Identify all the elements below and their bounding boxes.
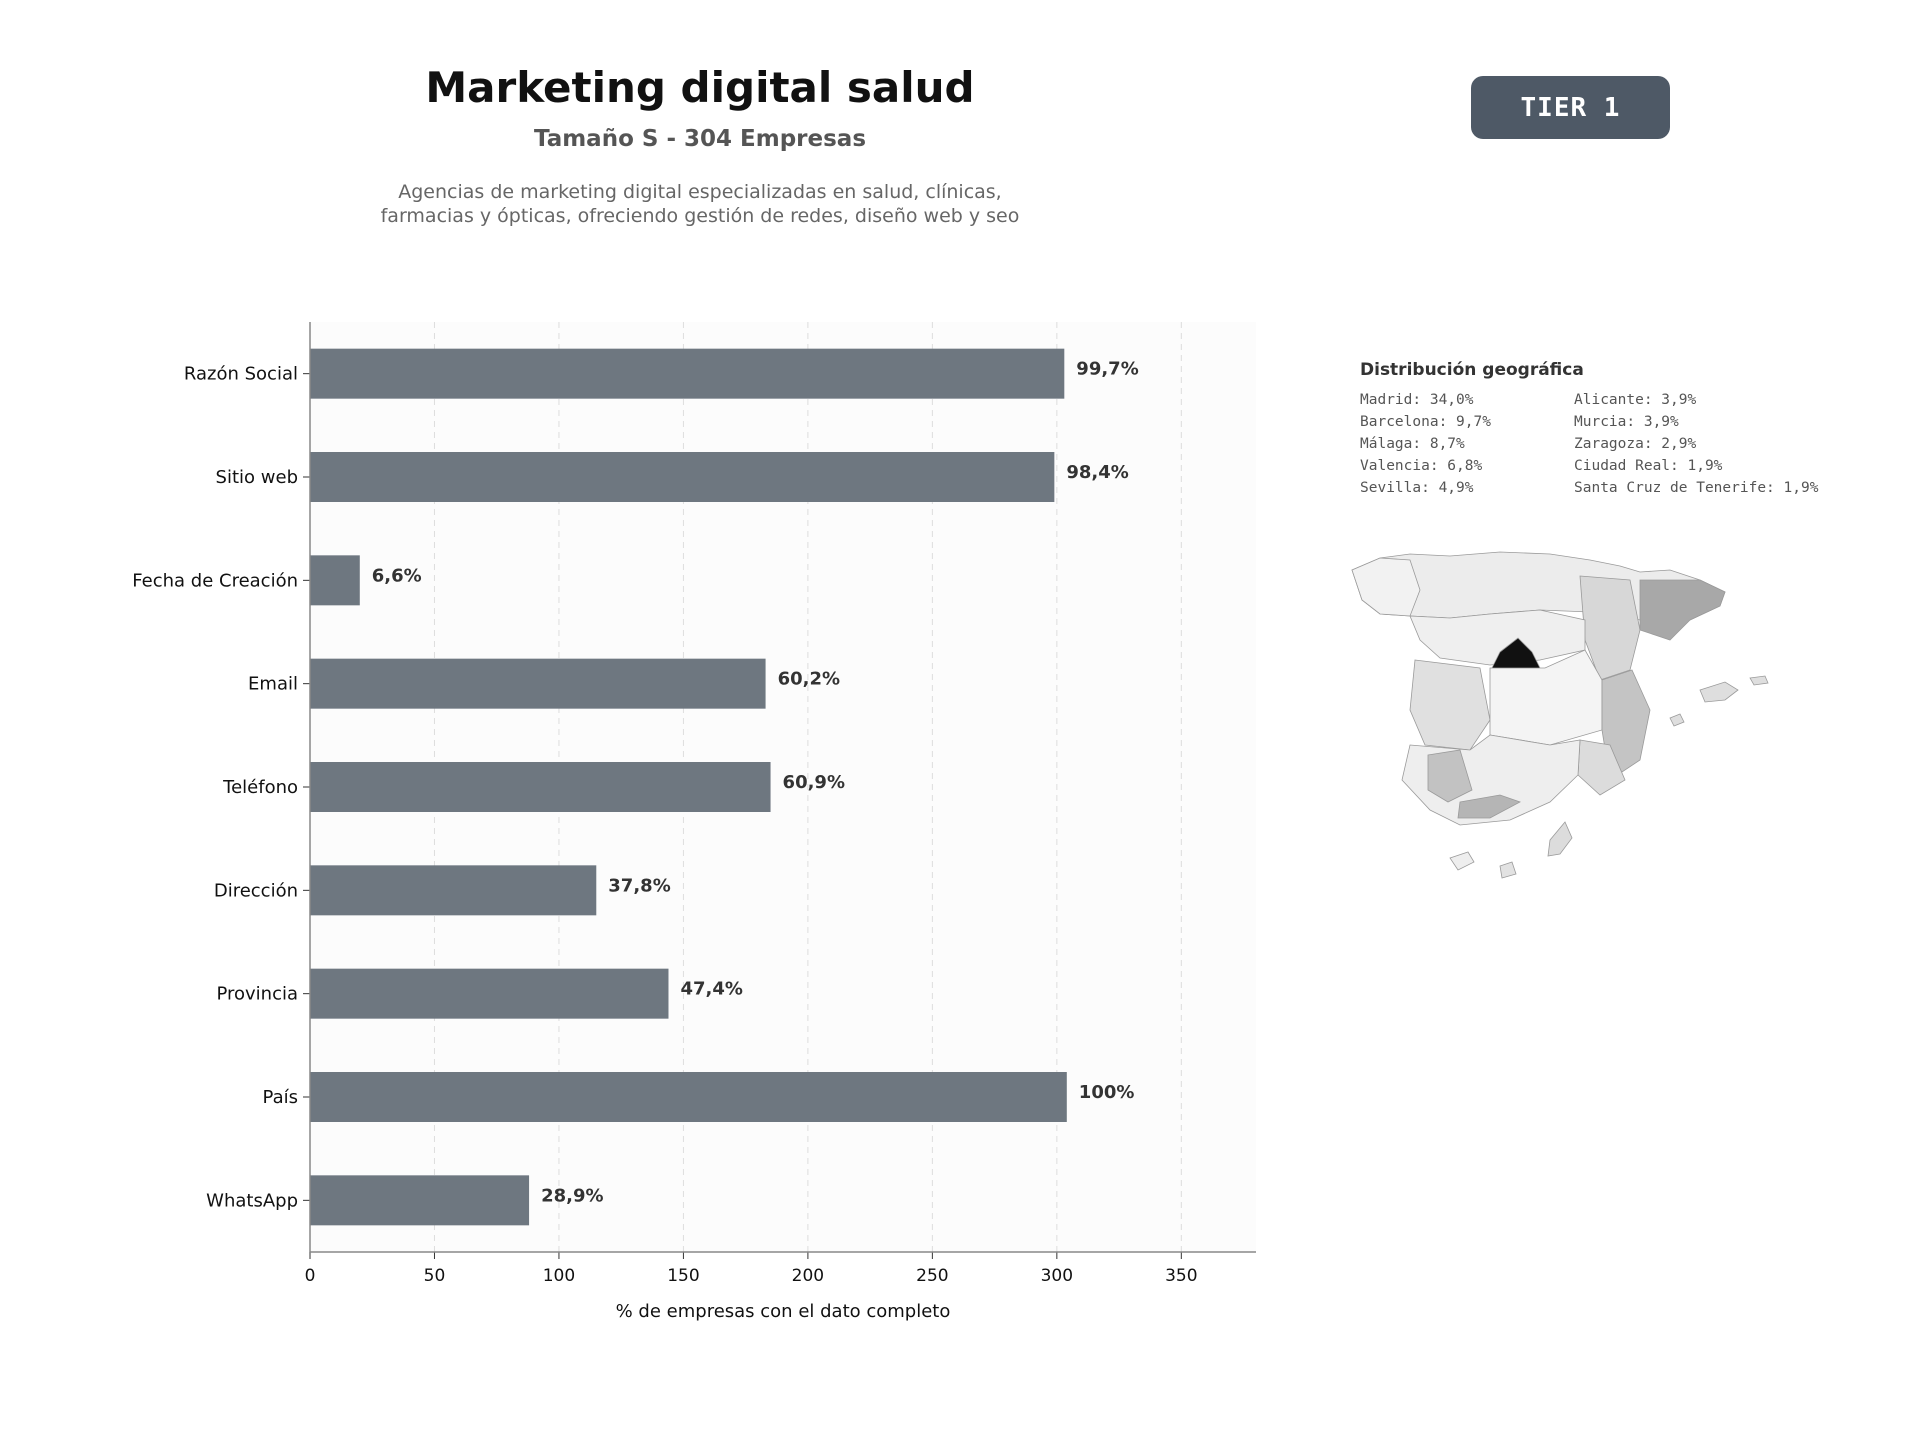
value-label: 47,4% <box>680 979 742 1000</box>
x-tick-label: 0 <box>305 1266 316 1286</box>
value-label: 60,9% <box>783 772 845 793</box>
category-label: Fecha de Creación <box>132 570 298 591</box>
bar <box>310 968 669 1019</box>
geo-item: Ciudad Real: 1,9% <box>1574 458 1723 474</box>
map-region-baleares <box>1699 681 1739 703</box>
map-region-canarias-east <box>1547 821 1573 857</box>
spain-map <box>1351 551 1769 879</box>
bar <box>310 555 360 606</box>
geo-item: Zaragoza: 2,9% <box>1574 436 1697 452</box>
map-region-ibiza <box>1669 713 1685 727</box>
x-tick-label: 350 <box>1165 1266 1197 1286</box>
category-label: Provincia <box>216 984 298 1005</box>
bar <box>310 762 771 812</box>
x-tick-label: 250 <box>916 1266 948 1286</box>
value-label: 6,6% <box>372 565 422 586</box>
category-label: Sitio web <box>216 467 298 488</box>
map-region-sevilla <box>1427 749 1473 803</box>
geo-title: Distribución geográfica <box>1360 360 1584 380</box>
bar <box>310 658 766 709</box>
map-region-valencia <box>1601 669 1651 781</box>
x-tick-label: 100 <box>543 1266 575 1286</box>
page-subtitle: Tamaño S - 304 Empresas <box>533 126 867 152</box>
category-label: Dirección <box>214 880 298 901</box>
geo-item: Valencia: 6,8% <box>1360 458 1483 474</box>
page-description: Agencias de marketing digital especializ… <box>380 181 1020 227</box>
category-label: Razón Social <box>184 364 298 385</box>
map-region-canarias-west <box>1449 851 1475 871</box>
category-label: País <box>263 1087 298 1108</box>
geo-list: Madrid: 34,0% Alicante: 3,9% Barcelona: … <box>1360 392 1900 496</box>
geo-item: Alicante: 3,9% <box>1574 392 1697 408</box>
bar <box>310 1072 1067 1122</box>
x-axis-title: % de empresas con el dato completo <box>616 1301 951 1322</box>
x-tick-label: 50 <box>424 1266 446 1286</box>
value-label: 99,7% <box>1076 359 1138 380</box>
bar <box>310 1175 530 1226</box>
geo-item: Santa Cruz de Tenerife: 1,9% <box>1574 480 1819 496</box>
geo-distribution: Distribución geográfica Madrid: 34,0% Al… <box>1360 360 1900 496</box>
map-region-menorca <box>1749 675 1769 686</box>
value-label: 28,9% <box>541 1185 603 1206</box>
geo-item: Sevilla: 4,9% <box>1360 480 1474 496</box>
geo-item: Barcelona: 9,7% <box>1360 414 1491 430</box>
value-label: 60,2% <box>778 669 840 690</box>
x-tick-label: 300 <box>1041 1266 1073 1286</box>
x-tick-label: 150 <box>667 1266 699 1286</box>
bar <box>310 865 597 916</box>
page-title: Marketing digital salud <box>425 63 975 112</box>
bar <box>310 452 1055 502</box>
value-label: 100% <box>1079 1082 1135 1103</box>
geo-item: Málaga: 8,7% <box>1360 436 1465 452</box>
bar <box>310 348 1065 399</box>
header: Marketing digital salud Tamaño S - 304 E… <box>200 60 1200 228</box>
category-label: Teléfono <box>222 777 298 798</box>
tier-badge: TIER 1 <box>1471 76 1670 139</box>
category-label: Email <box>248 674 298 695</box>
map-region-canarias-mid <box>1499 861 1517 879</box>
map-region-catalonia <box>1639 579 1726 641</box>
map-region-galicia <box>1351 557 1421 617</box>
map-region-extremadura <box>1409 659 1491 751</box>
geo-item: Murcia: 3,9% <box>1574 414 1679 430</box>
value-label: 37,8% <box>608 875 670 896</box>
x-tick-label: 200 <box>792 1266 824 1286</box>
map-region-malaga <box>1457 794 1521 819</box>
value-label: 98,4% <box>1066 462 1128 483</box>
category-label: WhatsApp <box>206 1190 298 1211</box>
geo-item: Madrid: 34,0% <box>1360 392 1474 408</box>
